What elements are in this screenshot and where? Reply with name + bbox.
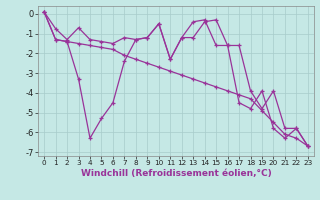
X-axis label: Windchill (Refroidissement éolien,°C): Windchill (Refroidissement éolien,°C) [81, 169, 271, 178]
